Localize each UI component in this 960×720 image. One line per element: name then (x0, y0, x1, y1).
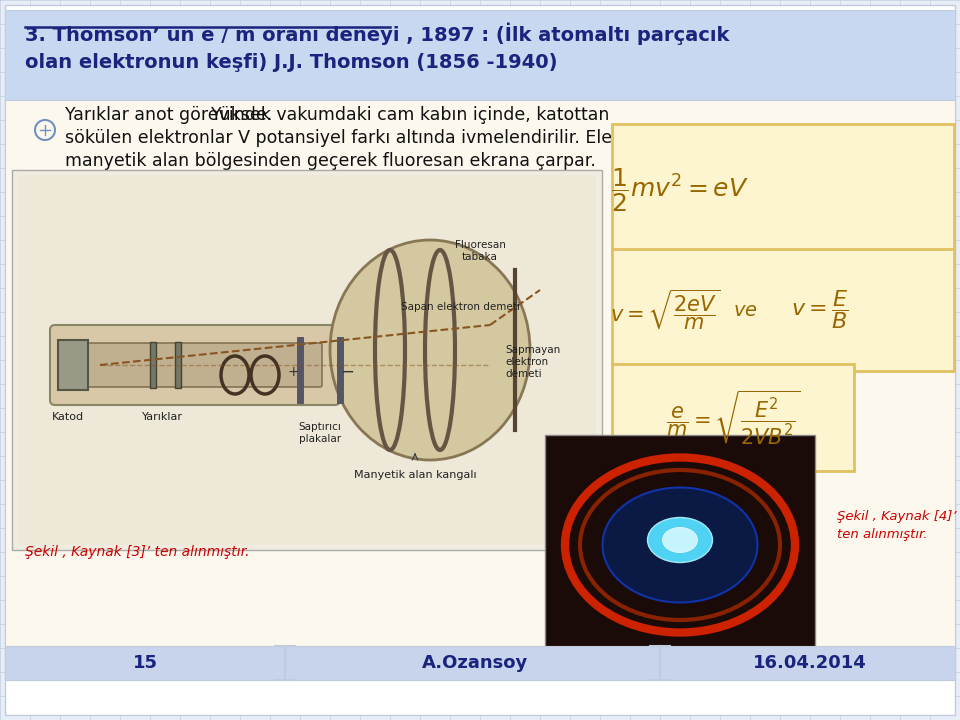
Text: Saptırıcı
plakalar: Saptırıcı plakalar (299, 422, 342, 444)
Text: Yarıklar: Yarıklar (141, 412, 182, 422)
Text: Katod: Katod (52, 412, 84, 422)
Text: Fluoresan
tabaka: Fluoresan tabaka (455, 240, 505, 261)
FancyBboxPatch shape (612, 364, 854, 471)
Text: Yüksek vakumdaki cam kabın içinde, katottan: Yüksek vakumdaki cam kabın içinde, katot… (200, 106, 610, 124)
Text: Şekil , Kaynak [3]’ ten alınmıştır.: Şekil , Kaynak [3]’ ten alınmıştır. (25, 545, 250, 559)
Text: Şekil , Kaynak [4]’: Şekil , Kaynak [4]’ (837, 510, 956, 523)
FancyBboxPatch shape (612, 249, 954, 371)
Text: Sapmayan
elektron
demeti: Sapmayan elektron demeti (505, 346, 561, 379)
FancyBboxPatch shape (12, 170, 602, 550)
Text: 16.04.2014: 16.04.2014 (754, 654, 867, 672)
Text: $\dfrac{e}{m} = \sqrt{\dfrac{E^2}{2VB^2}}$: $\dfrac{e}{m} = \sqrt{\dfrac{E^2}{2VB^2}… (665, 388, 801, 446)
FancyBboxPatch shape (5, 646, 955, 680)
FancyBboxPatch shape (50, 325, 340, 405)
Text: olan elektronun keşfi) J.J. Thomson (1856 -1940): olan elektronun keşfi) J.J. Thomson (185… (25, 53, 558, 72)
Text: sökülen elektronlar V potansiyel farkı altında ivmelendirilir. Elektrik ve: sökülen elektronlar V potansiyel farkı a… (65, 129, 678, 147)
Ellipse shape (603, 487, 757, 603)
Text: $v = \dfrac{E}{B}$: $v = \dfrac{E}{B}$ (791, 289, 849, 331)
Ellipse shape (330, 240, 530, 460)
Text: 3. Thomson’ un e / m oranı deneyi , 1897 : (İlk atomaltı parçacık: 3. Thomson’ un e / m oranı deneyi , 1897… (25, 23, 730, 45)
Text: Yarıklar anot görevinde.: Yarıklar anot görevinde. (65, 106, 273, 124)
Text: manyetik alan bölgesinden geçerek fluoresan ekrana çarpar.: manyetik alan bölgesinden geçerek fluore… (65, 152, 596, 170)
Ellipse shape (662, 528, 698, 552)
FancyBboxPatch shape (58, 340, 88, 390)
FancyBboxPatch shape (5, 5, 955, 715)
FancyBboxPatch shape (545, 435, 815, 655)
Text: −: − (340, 363, 354, 381)
Text: $\dfrac{1}{2}mv^2 = eV$: $\dfrac{1}{2}mv^2 = eV$ (612, 166, 749, 214)
Text: A.Ozansoy: A.Ozansoy (421, 654, 528, 672)
FancyBboxPatch shape (5, 100, 955, 680)
Text: Manyetik alan kangalı: Manyetik alan kangalı (353, 470, 476, 480)
FancyBboxPatch shape (175, 342, 181, 388)
Text: $ve$: $ve$ (732, 300, 757, 320)
Text: Sapan elektron demeti: Sapan elektron demeti (400, 302, 519, 312)
Text: $v = \sqrt{\dfrac{2eV}{m}}$: $v = \sqrt{\dfrac{2eV}{m}}$ (610, 288, 720, 332)
FancyBboxPatch shape (612, 124, 954, 256)
Text: 15: 15 (132, 654, 157, 672)
Text: +: + (287, 365, 299, 379)
FancyBboxPatch shape (18, 175, 596, 545)
Text: ten alınmıştır.: ten alınmıştır. (837, 528, 927, 541)
FancyBboxPatch shape (5, 10, 955, 100)
Ellipse shape (647, 518, 712, 562)
FancyBboxPatch shape (78, 343, 322, 387)
FancyBboxPatch shape (150, 342, 156, 388)
